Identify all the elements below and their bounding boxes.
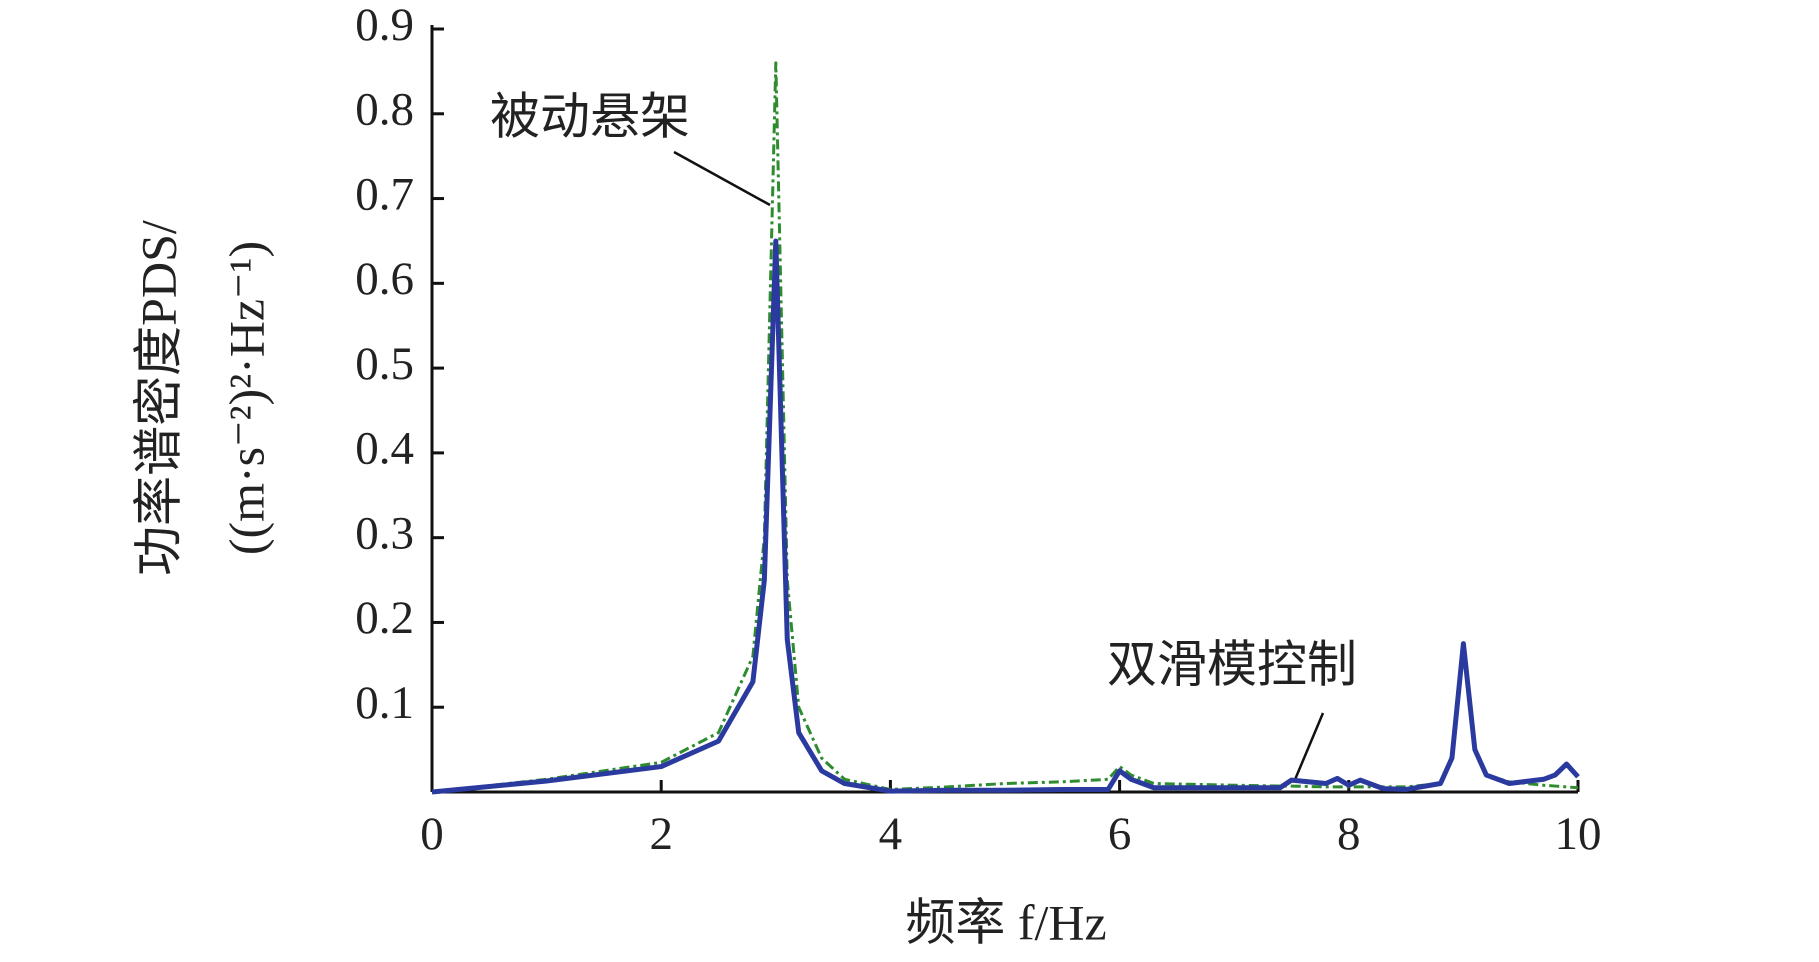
x-tick-label: 4 xyxy=(879,808,903,860)
y-tick-label: 0.2 xyxy=(355,592,414,644)
series-line xyxy=(431,238,1580,795)
y-tick-label: 0.5 xyxy=(355,338,414,390)
y-tick-label: 0.6 xyxy=(355,253,414,305)
x-tick-label: 2 xyxy=(649,808,673,860)
y-tick-label: 0.7 xyxy=(355,168,414,220)
annotation-leader xyxy=(673,150,771,207)
x-axis-title: 频率 f/Hz xyxy=(905,894,1106,950)
y-axis-title: 功率谱密度PDS/ xyxy=(130,220,186,576)
y-tick-label: 0.3 xyxy=(355,507,414,559)
y-tick-label: 0.8 xyxy=(355,84,414,136)
series-line xyxy=(431,61,1579,794)
annotation: 被动悬架 xyxy=(490,88,690,144)
y-tick-label: 0.1 xyxy=(355,677,414,729)
y-axis-title: ((m·s⁻²)²·Hz⁻¹) xyxy=(218,241,274,555)
x-tick-label: 8 xyxy=(1337,808,1361,860)
annotation-leader xyxy=(1292,712,1325,783)
y-tick-label: 0.4 xyxy=(355,423,414,475)
x-tick-label: 0 xyxy=(420,808,444,860)
x-tick-label: 6 xyxy=(1108,808,1132,860)
x-tick-label: 10 xyxy=(1555,808,1602,860)
annotation: 双滑模控制 xyxy=(1107,636,1357,692)
y-tick-label: 0.9 xyxy=(355,0,414,51)
